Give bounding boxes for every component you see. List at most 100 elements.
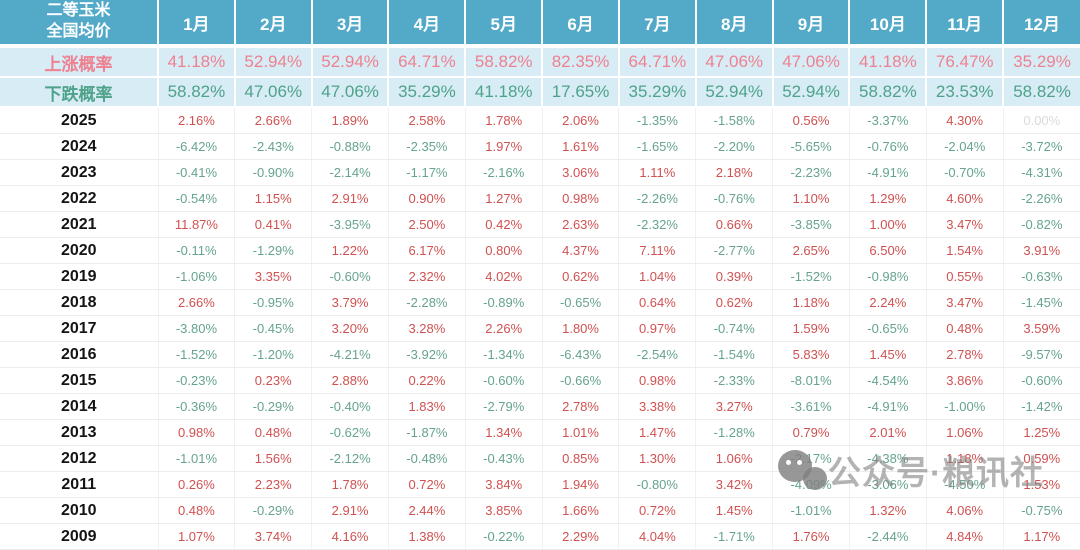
value-cell: 1.07% [158,523,236,550]
value-cell: -1.87% [388,419,466,446]
value-cell: 41.18% [849,46,928,78]
value-cell: 3.35% [234,263,313,290]
value-cell: -4.54% [849,367,927,394]
value-cell: 7.11% [618,237,697,264]
value-cell: -1.52% [158,341,236,368]
table-row: 2021 11.87% 0.41% -3.95% 2.50% 0.42% 2.63% -2.3… [0,211,1080,238]
value-cell: 1.45% [695,497,774,524]
value-cell: 0.48% [234,419,313,446]
value-cell: 64.71% [388,46,467,78]
value-cell: 4.60% [926,185,1004,212]
table-row: 2011 0.26% 2.23% 1.78% 0.72% 3.84% 1.94% -0.80%… [0,471,1080,498]
value-cell: -4.91% [849,393,927,420]
value-cell: -1.54% [695,341,774,368]
value-cell: 35.29% [388,77,467,108]
value-cell: -1.20% [234,341,313,368]
value-cell: 0.00% [1003,107,1080,134]
year-label: 2015 [0,367,159,394]
value-cell: 4.04% [618,523,697,550]
value-cell: -8.01% [772,367,850,394]
year-label: 2016 [0,341,159,368]
value-cell: -0.41% [158,159,236,186]
value-cell: -0.54% [158,185,236,212]
value-cell: 0.22% [388,367,466,394]
value-cell: -1.17% [388,159,466,186]
value-cell: -0.29% [234,393,313,420]
value-cell: 0.64% [618,289,697,316]
value-cell: 4.37% [542,237,620,264]
value-cell: 47.06% [311,77,390,108]
value-cell: 6.50% [849,237,927,264]
value-cell: 52.94% [234,46,313,78]
value-cell: 2.66% [234,107,313,134]
value-cell: 1.10% [772,185,850,212]
table-corner-label: 二等玉米 全国均价 [0,0,159,48]
value-cell: 0.55% [926,263,1004,290]
value-cell: -0.76% [695,185,774,212]
value-cell: 2.91% [311,185,389,212]
value-cell: 1.18% [772,289,850,316]
value-cell: 1.11% [618,159,697,186]
month-header: 7月 [618,0,697,48]
value-cell: 0.62% [695,289,774,316]
value-cell: -4.21% [311,341,389,368]
rise-probability-row: 上涨概率 41.18% 52.94% 52.94% 64.71% 58.82% 82.35%… [0,46,1080,78]
value-cell: 3.28% [388,315,466,342]
value-cell: 3.59% [1003,315,1080,342]
value-cell: -0.62% [311,419,389,446]
value-cell: 2.29% [542,523,620,550]
value-cell: 0.72% [388,471,466,498]
table-row: 2016 -1.52% -1.20% -4.21% -3.92% -1.34% -6.43%… [0,341,1080,368]
value-cell: 1.06% [926,419,1004,446]
value-cell: -0.76% [849,133,927,160]
table-row: 2014 -0.36% -0.29% -0.40% 1.83% -2.79% 2.78% 3.… [0,393,1080,420]
value-cell: 1.53% [1003,471,1080,498]
value-cell: 4.84% [926,523,1004,550]
table-row: 2010 0.48% -0.29% 2.91% 2.44% 3.85% 1.66% 0.72%… [0,497,1080,524]
value-cell: 76.47% [926,46,1005,78]
value-cell: 11.87% [158,211,236,238]
value-cell: -0.74% [695,315,774,342]
value-cell: 35.29% [618,77,697,108]
value-cell: 0.97% [618,315,697,342]
value-cell: -0.89% [465,289,543,316]
value-cell: 1.22% [311,237,389,264]
value-cell: -2.20% [695,133,774,160]
value-cell: 17.65% [542,77,620,108]
value-cell: 0.42% [465,211,543,238]
value-cell: -1.00% [926,393,1004,420]
table-row: 2019 -1.06% 3.35% -0.60% 2.32% 4.02% 0.62% 1.04… [0,263,1080,290]
value-cell: -0.90% [234,159,313,186]
value-cell: -3.95% [311,211,389,238]
fall-probability-label: 下跌概率 [0,77,159,108]
value-cell: 0.23% [234,367,313,394]
value-cell: 1.38% [388,523,466,550]
table-row: 2018 2.66% -0.95% 3.79% -2.28% -0.89% -0.65% 0.… [0,289,1080,316]
value-cell: 3.74% [234,523,313,550]
value-cell: 41.18% [158,46,236,78]
month-header: 5月 [465,0,544,48]
value-cell: 1.45% [849,341,927,368]
value-cell: -0.22% [465,523,543,550]
value-cell: -2.32% [618,211,697,238]
year-label: 2022 [0,185,159,212]
value-cell: -2.14% [311,159,389,186]
value-cell: 2.50% [388,211,466,238]
value-cell: 2.88% [311,367,389,394]
value-cell: -0.65% [542,289,620,316]
value-cell: -1.65% [618,133,697,160]
value-cell: 0.39% [695,263,774,290]
table-row: 2013 0.98% 0.48% -0.62% -1.87% 1.34% 1.01% 1.47… [0,419,1080,446]
value-cell: 6.17% [388,237,466,264]
value-cell: 0.98% [618,367,697,394]
value-cell: -4.50% [926,471,1004,498]
value-cell: 1.47% [618,419,697,446]
value-cell: 0.62% [542,263,620,290]
value-cell: 2.06% [542,107,620,134]
value-cell: 47.06% [695,46,774,78]
year-label: 2017 [0,315,159,342]
year-label: 2012 [0,445,159,472]
value-cell: 1.25% [1003,419,1080,446]
value-cell: 1.32% [849,497,927,524]
value-cell: 1.89% [311,107,389,134]
